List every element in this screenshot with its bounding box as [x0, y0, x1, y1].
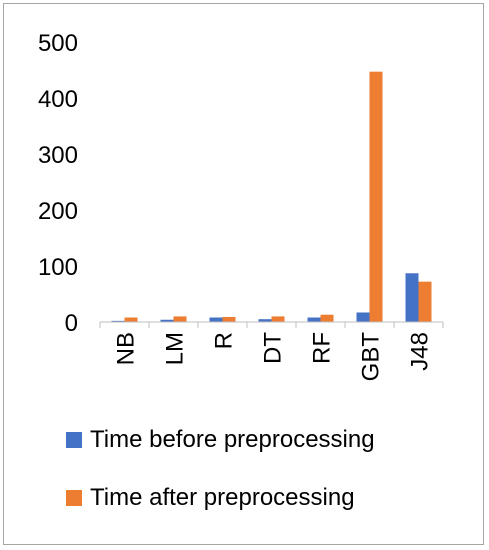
legend-label-after: Time after preprocessing: [90, 484, 355, 511]
bar-before-nb: [111, 320, 125, 322]
bar-before-lm: [160, 319, 174, 322]
y-tick-label: 0: [65, 310, 78, 337]
bar-before-j48: [405, 273, 419, 322]
legend-swatch-after: [66, 490, 82, 506]
legend-item-after: Time after preprocessing: [66, 484, 355, 512]
x-tick-label-j48: J48: [407, 332, 434, 371]
bar-after-gbt: [369, 71, 383, 323]
x-tick-label-nb: NB: [113, 332, 140, 365]
y-tick-label: 400: [38, 86, 78, 113]
bar-after-nb: [124, 317, 138, 322]
y-tick-label: 500: [38, 30, 78, 57]
legend-label-before: Time before preprocessing: [90, 426, 375, 453]
bars: [111, 71, 432, 323]
bar-after-rf: [320, 314, 334, 322]
x-axis-ticks: [99, 322, 444, 328]
bar-after-r: [222, 316, 236, 322]
x-axis-labels: NB LM R DT RF GBT J48: [113, 332, 434, 382]
legend-swatch-before: [66, 432, 82, 448]
y-tick-label: 300: [38, 142, 78, 169]
bar-before-rf: [307, 317, 321, 322]
bar-before-gbt: [356, 312, 370, 322]
chart-frame: [3, 3, 484, 545]
x-tick-label-rf: RF: [309, 332, 336, 364]
x-tick-label-gbt: GBT: [358, 332, 385, 382]
x-tick-label-lm: LM: [162, 332, 189, 365]
bar-after-lm: [173, 316, 187, 322]
x-tick-label-r: R: [211, 332, 238, 349]
y-axis-ticks: 0 100 200 300 400 500: [38, 30, 78, 337]
x-tick-label-dt: DT: [260, 332, 287, 364]
y-tick-label: 100: [38, 254, 78, 281]
bar-after-dt: [271, 316, 285, 322]
bar-after-j48: [418, 281, 432, 322]
bar-before-dt: [258, 319, 272, 322]
bar-before-r: [209, 317, 223, 322]
legend-item-before: Time before preprocessing: [66, 426, 375, 454]
y-tick-label: 200: [38, 198, 78, 225]
